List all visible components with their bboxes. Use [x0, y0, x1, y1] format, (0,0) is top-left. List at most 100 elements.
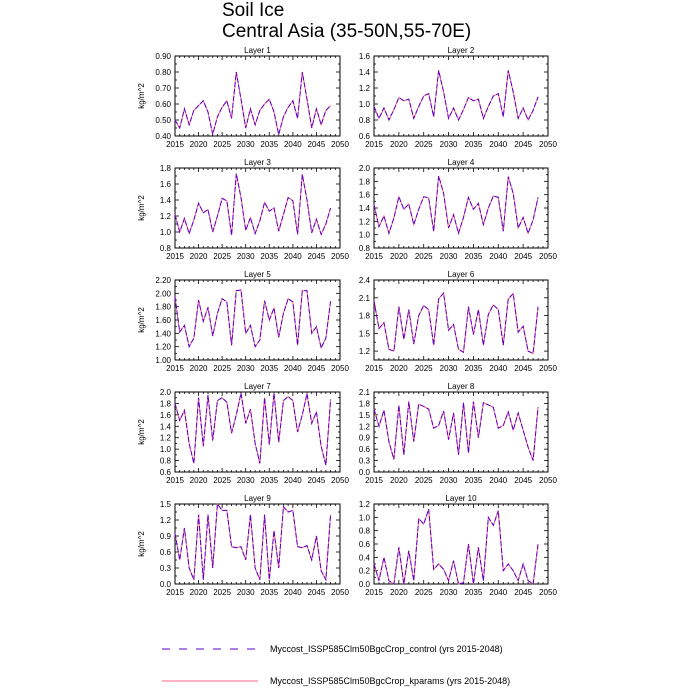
- y-tick-label: 1.0: [160, 228, 172, 237]
- y-tick-label: 1.4: [359, 68, 371, 77]
- x-tick-label: 2015: [365, 140, 383, 149]
- x-tick-label: 2030: [440, 364, 458, 373]
- panel-layer-3: Layer 3 kg/m^2 2015 2020 2025 2030 2035 2040 204…: [137, 158, 349, 261]
- y-tick-label: 1.80: [155, 303, 171, 312]
- y-tick-label: 1.5: [359, 329, 371, 338]
- y-tick-label: 2.20: [155, 276, 171, 285]
- panel-title: Layer 7: [244, 382, 271, 391]
- x-tick-label: 2050: [331, 140, 349, 149]
- y-tick-label: 1.2: [359, 422, 371, 431]
- plot-frame: [373, 55, 549, 137]
- x-tick-label: 2020: [390, 364, 408, 373]
- series-line-control: [373, 509, 539, 585]
- y-tick-label: 0.80: [155, 68, 171, 77]
- y-axis-label: kg/m^2: [137, 195, 146, 221]
- y-axis-label: kg/m^2: [137, 307, 146, 333]
- x-tick-label: 2045: [308, 364, 326, 373]
- plot-frame: [373, 167, 549, 249]
- y-tick-label: 1.20: [155, 343, 171, 352]
- x-tick-label: 2050: [539, 588, 557, 597]
- y-tick-label: 0.3: [160, 564, 172, 573]
- y-tick-label: 1.4: [160, 422, 172, 431]
- x-tick-label: 2025: [213, 364, 231, 373]
- y-tick-label: 1.0: [359, 100, 371, 109]
- y-tick-label: 1.2: [160, 434, 172, 443]
- y-tick-label: 1.0: [160, 445, 172, 454]
- y-tick-label: 0.2: [359, 567, 371, 576]
- x-tick-label: 2020: [390, 588, 408, 597]
- x-tick-label: 2035: [465, 364, 483, 373]
- plot-frame: [174, 391, 341, 473]
- y-tick-label: 1.8: [160, 164, 172, 173]
- x-tick-label: 2035: [465, 588, 483, 597]
- y-tick-label: 1.00: [155, 356, 171, 365]
- figure-title-line1: Soil Ice: [222, 0, 285, 21]
- y-tick-label: 0.9: [359, 434, 371, 443]
- x-tick-label: 2050: [539, 252, 557, 261]
- x-tick-label: 2040: [284, 364, 302, 373]
- x-tick-label: 2050: [331, 476, 349, 485]
- x-tick-label: 2035: [260, 588, 278, 597]
- panel-layer-7: Layer 7 kg/m^2 2015 2020 2025 2030 2035 2040 204…: [137, 382, 349, 485]
- x-tick-label: 2030: [237, 252, 255, 261]
- y-tick-label: 1.2: [359, 500, 371, 509]
- x-tick-label: 2015: [166, 364, 184, 373]
- x-tick-label: 2015: [166, 252, 184, 261]
- x-tick-label: 2020: [390, 140, 408, 149]
- x-tick-label: 2040: [284, 588, 302, 597]
- y-tick-label: 1.5: [160, 500, 172, 509]
- plot-frame: [373, 279, 549, 361]
- plot-frame: [174, 55, 341, 137]
- y-tick-label: 0.60: [155, 100, 171, 109]
- x-tick-label: 2025: [213, 140, 231, 149]
- y-axis-label: kg/m^2: [137, 531, 146, 557]
- y-tick-label: 1.40: [155, 329, 171, 338]
- x-tick-label: 2015: [365, 252, 383, 261]
- panel-title: Layer 10: [445, 494, 477, 503]
- y-tick-label: 1.4: [160, 196, 172, 205]
- y-tick-label: 1.0: [359, 513, 371, 522]
- x-tick-label: 2050: [539, 140, 557, 149]
- series-line-kparams: [373, 291, 539, 355]
- y-tick-label: 2.00: [155, 289, 171, 298]
- x-tick-label: 2050: [539, 476, 557, 485]
- x-tick-label: 2045: [308, 476, 326, 485]
- panel-title: Layer 4: [448, 158, 475, 167]
- figure-title-line2: Central Asia (35-50N,55-70E): [222, 21, 472, 42]
- panel-layer-6: Layer 6 2015 2020 2025 2030 2035 2040 2045 2050 1…: [359, 270, 558, 373]
- series-line-control: [373, 401, 539, 461]
- y-tick-label: 0.8: [359, 244, 371, 253]
- panel-title: Layer 9: [244, 494, 271, 503]
- x-tick-label: 2025: [415, 252, 433, 261]
- x-tick-label: 2015: [166, 476, 184, 485]
- y-tick-label: 0.8: [359, 116, 371, 125]
- x-tick-label: 2040: [284, 252, 302, 261]
- x-tick-label: 2040: [489, 364, 507, 373]
- y-tick-label: 1.8: [359, 312, 371, 321]
- x-tick-label: 2025: [213, 252, 231, 261]
- x-tick-label: 2030: [237, 476, 255, 485]
- plot-frame: [373, 503, 549, 585]
- series-line-control: [174, 393, 332, 466]
- y-tick-label: 2.1: [359, 388, 371, 397]
- x-tick-label: 2020: [190, 140, 208, 149]
- x-tick-label: 2045: [308, 252, 326, 261]
- y-tick-label: 1.6: [359, 191, 371, 200]
- series-line-kparams: [174, 289, 332, 350]
- y-tick-label: 0.50: [155, 116, 171, 125]
- x-tick-label: 2040: [489, 140, 507, 149]
- y-tick-label: 1.8: [359, 399, 371, 408]
- y-tick-label: 1.6: [160, 411, 172, 420]
- y-tick-label: 0.90: [155, 52, 171, 61]
- y-tick-label: 0.0: [359, 468, 371, 477]
- x-tick-label: 2025: [415, 588, 433, 597]
- x-tick-label: 2035: [260, 476, 278, 485]
- x-tick-label: 2035: [465, 252, 483, 261]
- panel-layer-2: Layer 2 2015 2020 2025 2030 2035 2040 2045 2050 0…: [359, 46, 558, 149]
- series-line-control: [373, 175, 539, 236]
- y-tick-label: 2.1: [359, 294, 371, 303]
- x-tick-label: 2040: [284, 140, 302, 149]
- y-tick-label: 0.6: [359, 445, 371, 454]
- panel-title: Layer 3: [244, 158, 271, 167]
- panel-title: Layer 1: [244, 46, 271, 55]
